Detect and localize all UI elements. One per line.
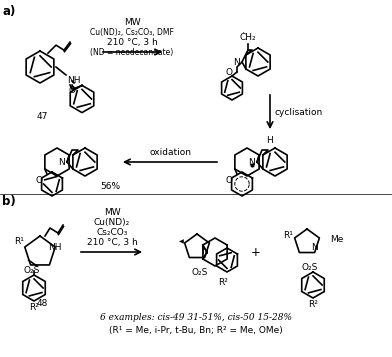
Text: Me: Me [330, 235, 343, 243]
Text: R¹: R¹ [14, 237, 24, 246]
Text: MW: MW [124, 18, 140, 27]
Text: (ND = neodecanoate): (ND = neodecanoate) [91, 48, 174, 57]
Text: oxidation: oxidation [149, 148, 191, 157]
Text: b): b) [2, 195, 16, 208]
Text: O: O [36, 176, 42, 185]
Text: N: N [233, 57, 240, 66]
Text: O₂S: O₂S [24, 266, 40, 275]
Text: N: N [201, 247, 209, 256]
Text: N: N [312, 242, 318, 251]
Text: O: O [225, 67, 232, 76]
Text: NH: NH [67, 76, 80, 85]
Text: N: N [248, 157, 255, 166]
Text: cyclisation: cyclisation [275, 107, 323, 116]
Text: Cu(ND)₂: Cu(ND)₂ [94, 218, 130, 227]
Text: H: H [267, 136, 273, 145]
Text: 6 examples: cis-49 31-51%, cis-50 15-28%: 6 examples: cis-49 31-51%, cis-50 15-28% [100, 313, 292, 322]
Text: R²: R² [29, 303, 39, 312]
Text: (R¹ = Me, i-Pr, t-Bu, Bn; R² = Me, OMe): (R¹ = Me, i-Pr, t-Bu, Bn; R² = Me, OMe) [109, 326, 283, 335]
Text: R²: R² [308, 300, 318, 309]
Text: ĊH₂: ĊH₂ [240, 33, 256, 42]
Text: 56%: 56% [100, 182, 120, 191]
Text: Cs₂CO₃: Cs₂CO₃ [96, 228, 128, 237]
Text: +: + [251, 246, 261, 258]
Text: 210 °C, 3 h: 210 °C, 3 h [107, 38, 157, 47]
Text: N: N [58, 157, 65, 166]
Text: O₂S: O₂S [302, 263, 318, 272]
Text: Cu(ND)₂, Cs₂CO₃, DMF: Cu(ND)₂, Cs₂CO₃, DMF [90, 28, 174, 37]
Text: a): a) [2, 5, 15, 18]
Text: O: O [225, 176, 232, 185]
Text: ◀: ◀ [179, 240, 184, 245]
Text: NH: NH [48, 242, 62, 251]
Text: R²: R² [218, 278, 228, 287]
Text: R¹: R¹ [283, 231, 293, 240]
Text: O: O [69, 86, 76, 95]
Text: 47: 47 [36, 112, 48, 121]
Text: MW: MW [104, 208, 120, 217]
Text: O₂S: O₂S [192, 268, 208, 277]
Text: 210 °C, 3 h: 210 °C, 3 h [87, 238, 137, 247]
Text: 48: 48 [36, 299, 48, 308]
